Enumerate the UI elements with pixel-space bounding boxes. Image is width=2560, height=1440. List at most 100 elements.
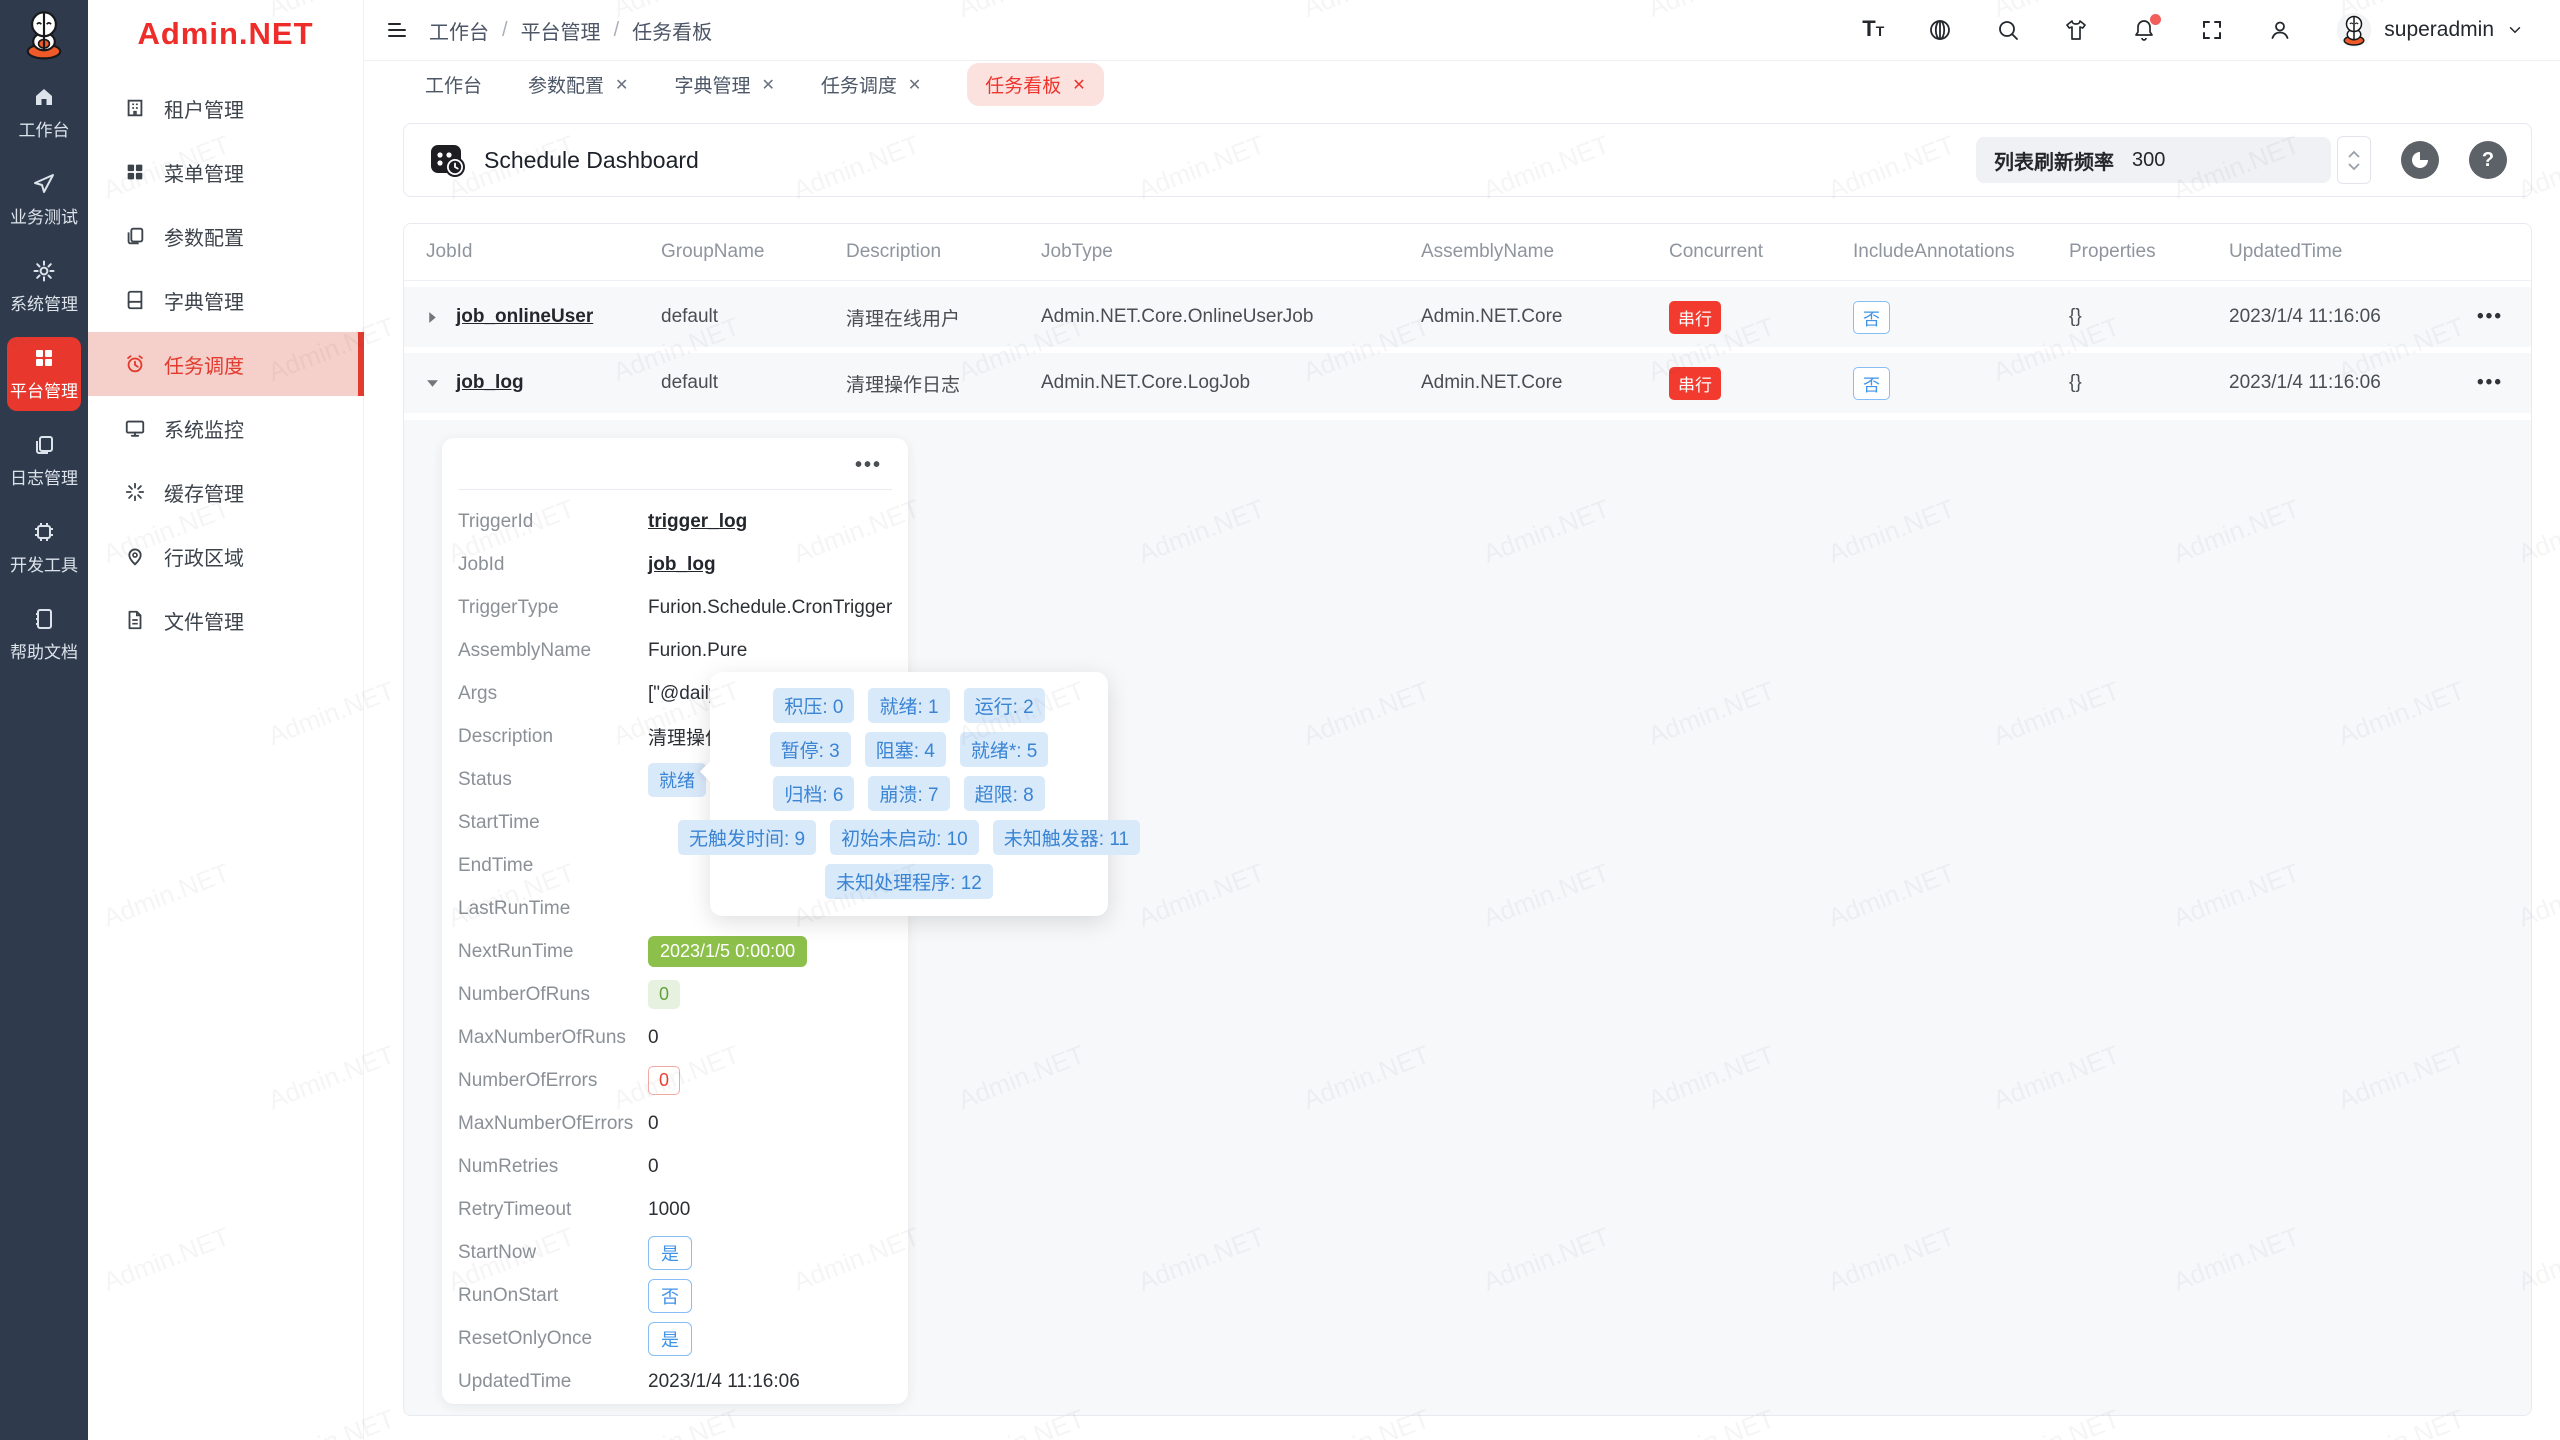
status-legend-badge: 运行: 2	[963, 688, 1045, 723]
tab-workbench[interactable]: 工作台	[425, 71, 482, 98]
row-more-button[interactable]: •••	[2477, 306, 2503, 327]
job-id-link[interactable]: job_log	[456, 372, 524, 393]
monk-logo-icon	[26, 11, 62, 60]
sidebar-item-label: 字典管理	[164, 291, 244, 314]
rail-item-help-docs[interactable]: 帮助文档	[7, 598, 81, 672]
alarm-clock-icon	[127, 355, 143, 373]
sidebar-item-label: 菜单管理	[164, 163, 244, 186]
tab-close-icon[interactable]: ✕	[1072, 76, 1086, 94]
column-header: Properties	[2069, 241, 2156, 262]
sidebar-wordmark: Admin.NET	[137, 16, 314, 51]
legend-row: 积压: 0 就绪: 1 运行: 2	[724, 688, 1094, 723]
refresh-frequency-label: 列表刷新频率	[1994, 151, 2114, 174]
fullscreen-icon[interactable]	[2200, 18, 2224, 42]
sidebar-item-task-schedule[interactable]: 任务调度	[88, 332, 364, 396]
rail-item-business-test[interactable]: 业务测试	[7, 163, 81, 237]
pie-chart-button[interactable]	[2401, 141, 2439, 179]
stepper-down-icon	[2348, 162, 2360, 170]
row-more-button[interactable]: •••	[2477, 372, 2503, 393]
cell-job-type: Admin.NET.Core.LogJob	[1041, 372, 1251, 393]
column-header: UpdatedTime	[2229, 241, 2343, 262]
rail-item-platform-mgmt[interactable]: 平台管理	[7, 337, 81, 411]
sidebar-item-label: 缓存管理	[164, 483, 244, 506]
status-legend-badge: 积压: 0	[773, 688, 855, 723]
rail-item-system-mgmt[interactable]: 系统管理	[7, 250, 81, 324]
status-legend-badge: 未知触发器: 11	[992, 820, 1141, 855]
rail-item-workbench[interactable]: 工作台	[7, 76, 81, 150]
profile-person-icon[interactable]	[2268, 18, 2292, 42]
refresh-frequency-value: 300	[2132, 148, 2166, 171]
refresh-frequency-input[interactable]: 列表刷新频率 300	[1976, 137, 2331, 183]
status-legend-badge: 初始未启动: 10	[830, 820, 979, 855]
column-header: Concurrent	[1669, 241, 1763, 262]
status-legend-badge: 就绪: 1	[868, 688, 950, 723]
theme-shirt-icon[interactable]	[2064, 18, 2088, 42]
sidebar-item-dict-mgmt[interactable]: 字典管理	[88, 268, 363, 332]
tab-close-icon[interactable]: ✕	[615, 76, 629, 94]
tab-close-icon[interactable]: ✕	[907, 76, 922, 94]
breadcrumb-item[interactable]: 平台管理	[520, 21, 601, 44]
notification-bell-icon[interactable]	[2132, 14, 2162, 42]
language-icon[interactable]	[1928, 18, 1952, 42]
refresh-frequency-stepper[interactable]	[2337, 136, 2371, 184]
sidebar-fold-icon[interactable]	[385, 18, 409, 42]
breadcrumb-item[interactable]: 工作台	[429, 21, 489, 44]
legend-row: 未知处理程序: 12	[724, 864, 1094, 899]
status-legend-badge: 无触发时间: 9	[677, 820, 817, 855]
status-badge[interactable]: 就绪	[648, 762, 706, 797]
expand-row-icon[interactable]	[426, 311, 456, 324]
navbar-actions: TT	[1862, 12, 2524, 48]
detail-more-button[interactable]: •••	[854, 454, 882, 476]
detail-row: LastRunTime	[458, 897, 571, 919]
sidebar-item-param-config[interactable]: 参数配置	[88, 204, 363, 268]
detail-row: EndTime	[458, 854, 534, 876]
sidebar-item-label: 文件管理	[164, 611, 244, 634]
search-icon[interactable]	[1996, 18, 2020, 42]
breadcrumb-separator: /	[502, 18, 508, 41]
sidebar-item-menu-mgmt[interactable]: 菜单管理	[88, 140, 363, 204]
tab-label: 工作台	[425, 76, 483, 97]
detail-row: AssemblyName Furion.Pure	[458, 639, 748, 661]
status-legend-badge: 阻塞: 4	[864, 732, 946, 767]
font-size-icon[interactable]: TT	[1862, 16, 1885, 41]
user-menu[interactable]: superadmin	[2336, 12, 2524, 48]
breadcrumb-item[interactable]: 任务看板	[632, 21, 713, 44]
cell-updated-time: 2023/1/4 11:16:06	[2229, 372, 2381, 393]
include-annotations-badge: 否	[1853, 366, 1890, 400]
tab-close-icon[interactable]: ✕	[761, 76, 775, 94]
tab-param-config[interactable]: 参数配置 ✕	[528, 71, 628, 98]
rail-item-label: 系统管理	[10, 295, 78, 314]
legend-row: 暂停: 3 阻塞: 4 就绪*: 5	[724, 732, 1094, 767]
sidebar-item-system-monitor[interactable]: 系统监控	[88, 396, 363, 460]
expanded-row-zone: ••• TriggerId trigger_log JobId job_log Tr…	[404, 420, 2531, 1415]
detail-row: TriggerType Furion.Schedule.CronTrigger	[458, 596, 893, 618]
sidebar-item-label: 行政区域	[164, 547, 244, 570]
help-button[interactable]: ?	[2469, 141, 2507, 179]
app-logo[interactable]	[18, 8, 70, 60]
tab-dict-mgmt[interactable]: 字典管理 ✕	[674, 71, 774, 98]
status-legend-popup: 积压: 0 就绪: 1 运行: 2 暂停: 3 阻塞: 4 就绪*: 5 归档:…	[677, 672, 1141, 916]
jobs-table: JobId GroupName Description JobType Asse…	[403, 223, 2532, 1416]
status-legend-badge: 暂停: 3	[769, 732, 851, 767]
status-legend-badge: 归档: 6	[773, 776, 855, 811]
rail-item-label: 工作台	[18, 121, 70, 140]
sidebar-item-admin-region[interactable]: 行政区域	[88, 524, 363, 588]
cell-description: 清理在线用户	[846, 308, 961, 330]
collapse-row-icon[interactable]	[426, 377, 456, 390]
job-id-link[interactable]: job_log	[648, 553, 716, 575]
sidebar-item-label: 参数配置	[164, 227, 244, 250]
trigger-id-link[interactable]: trigger_log	[648, 510, 748, 532]
rail-item-log-mgmt[interactable]: 日志管理	[7, 424, 81, 498]
cell-properties: {}	[2069, 372, 2082, 393]
chevron-down-icon	[2509, 27, 2521, 34]
job-id-link[interactable]: job_onlineUser	[456, 306, 594, 327]
tab-task-schedule[interactable]: 任务调度 ✕	[821, 71, 921, 98]
tab-task-dashboard[interactable]: 任务看板 ✕	[967, 63, 1104, 106]
dictionary-book-icon	[127, 290, 143, 310]
sidebar-item-cache-mgmt[interactable]: 缓存管理	[88, 460, 363, 524]
rail-item-dev-tools[interactable]: 开发工具	[7, 511, 81, 585]
sidebar-item-file-mgmt[interactable]: 文件管理	[88, 588, 363, 652]
run-on-start-badge: 否	[648, 1278, 692, 1313]
start-now-badge: 是	[648, 1235, 692, 1270]
sidebar-item-tenant-mgmt[interactable]: 租户管理	[88, 76, 363, 140]
